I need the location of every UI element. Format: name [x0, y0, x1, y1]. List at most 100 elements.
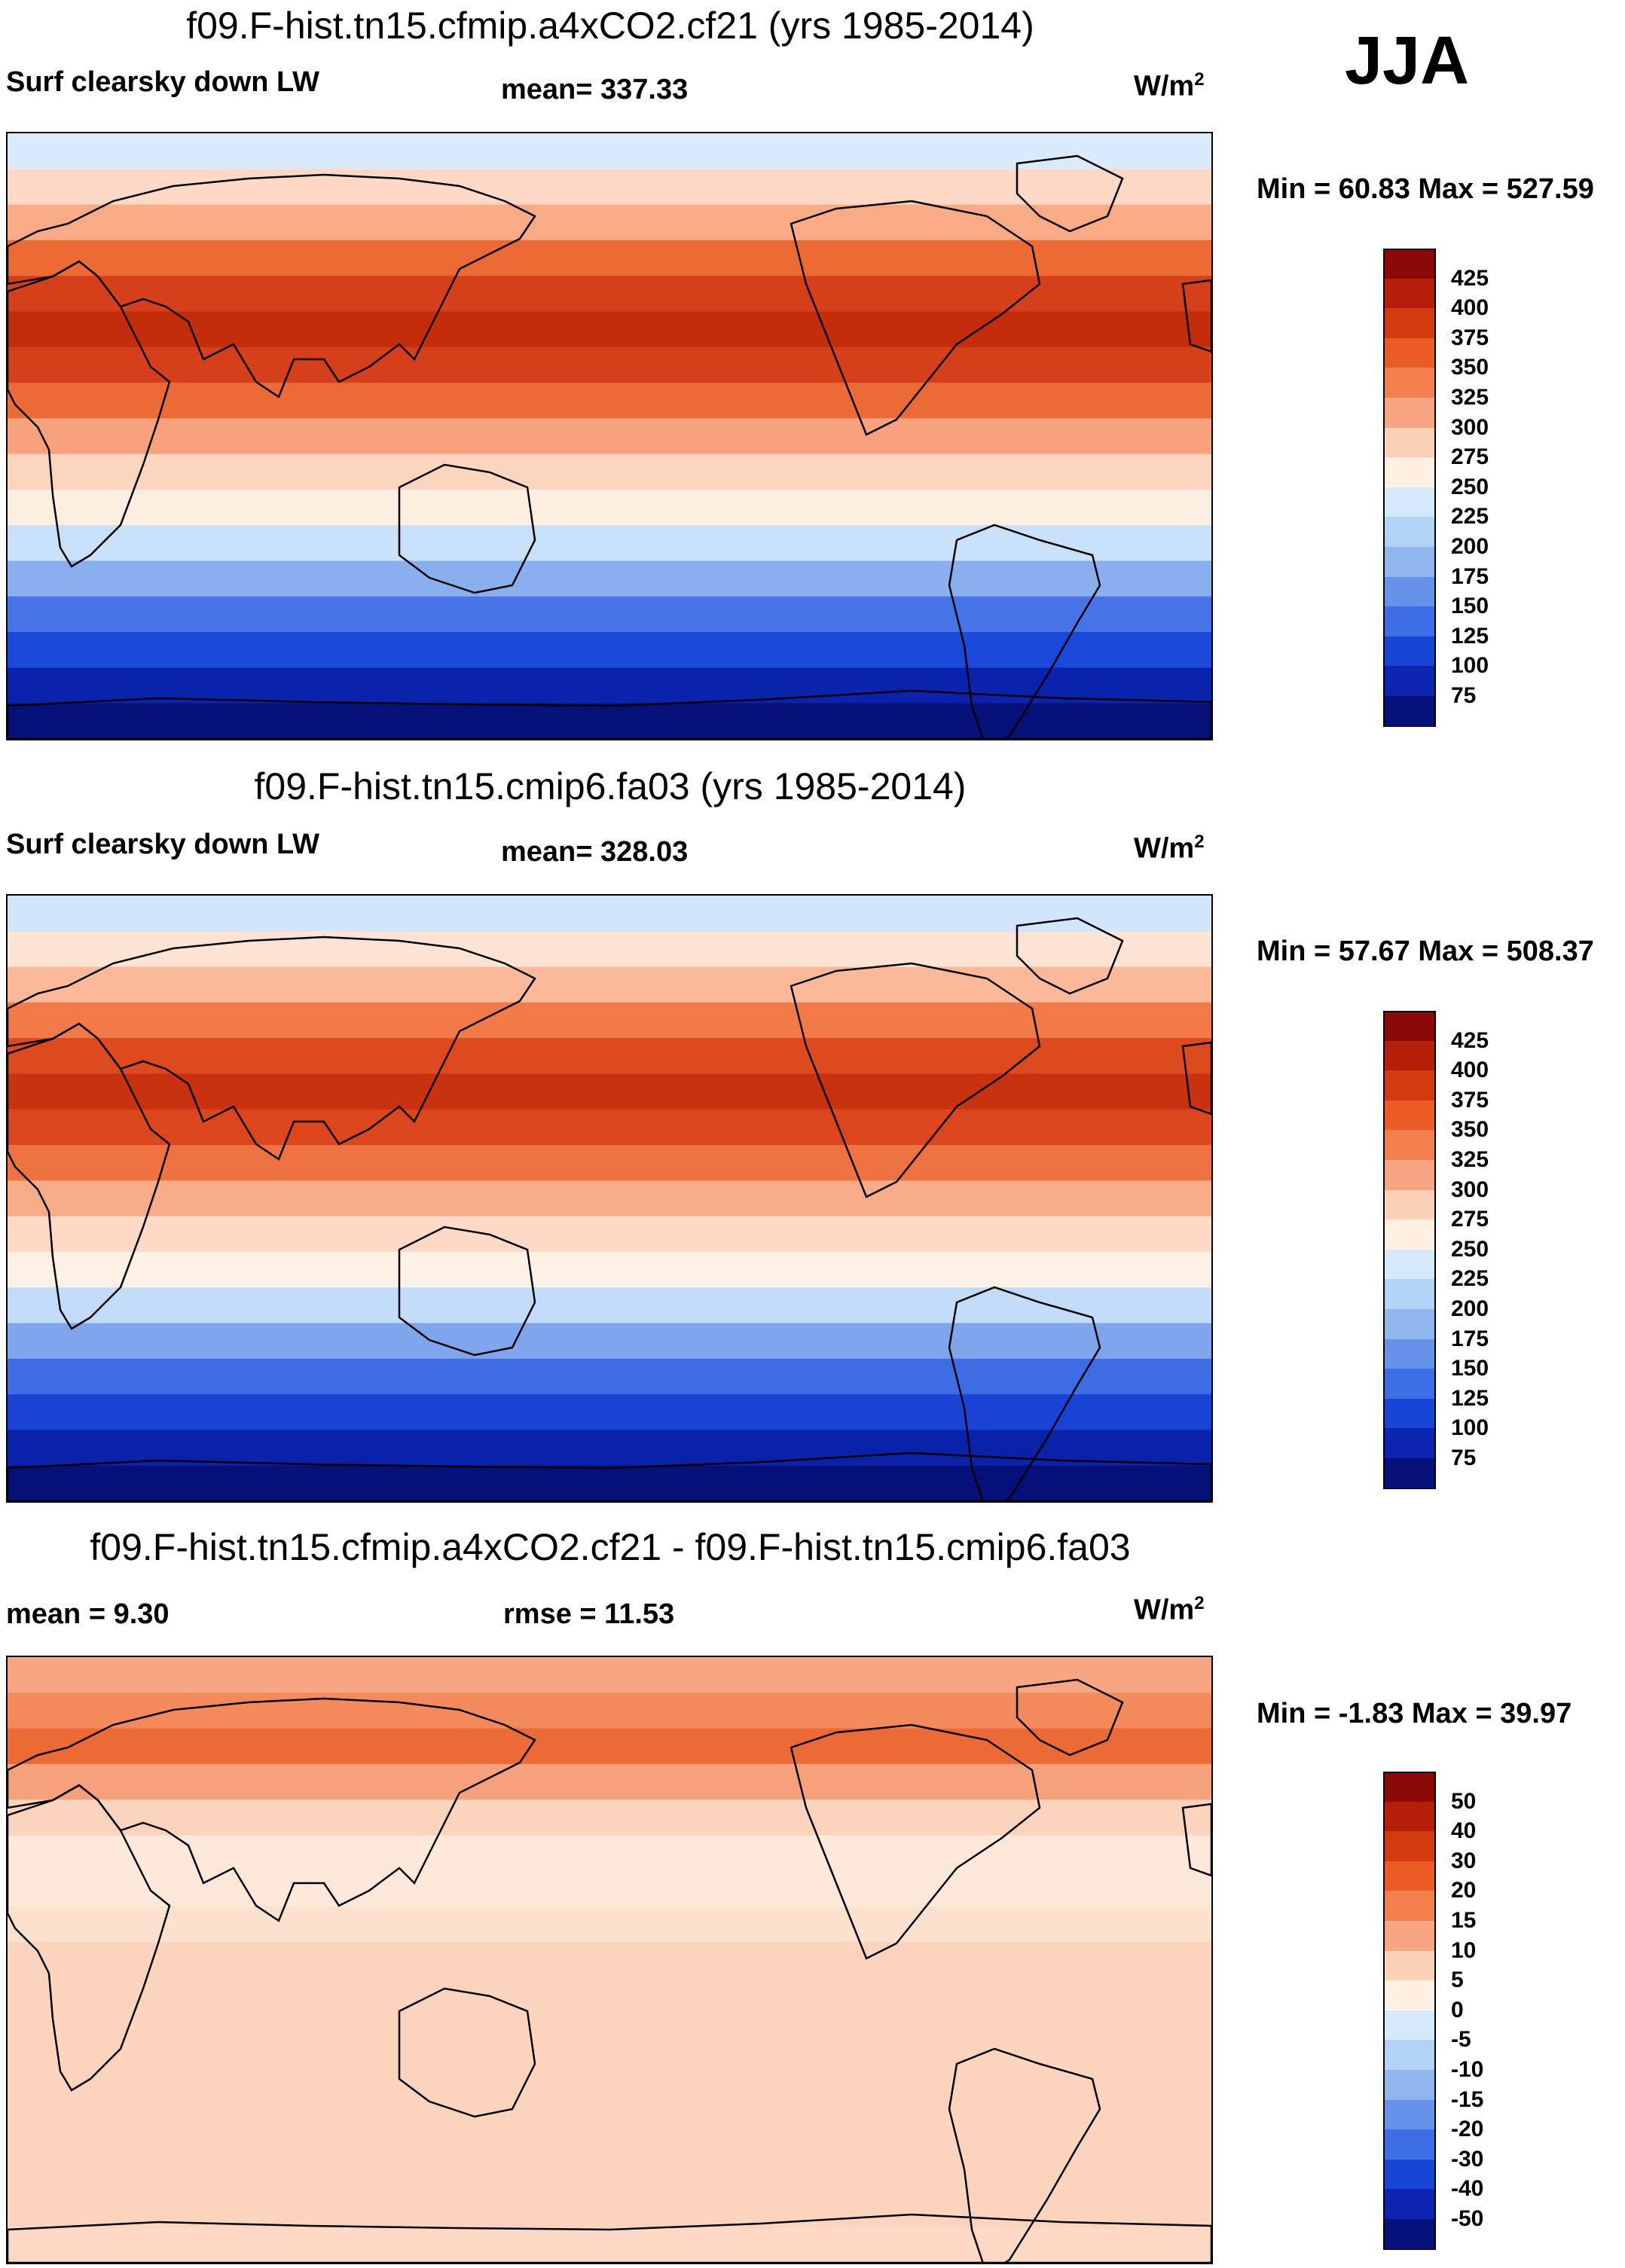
- latitude-band: [8, 632, 1211, 669]
- panel-2-variable-label: Surf clearsky down LW: [6, 829, 319, 860]
- colorbar-label: 40: [1451, 1818, 1477, 1844]
- latitude-band: [8, 2120, 1211, 2157]
- latitude-band: [8, 346, 1211, 384]
- colorbar-label: 10: [1451, 1937, 1477, 1963]
- panel-1-map: [6, 132, 1213, 740]
- colorbar-label: 125: [1451, 1385, 1489, 1411]
- latitude-band: [8, 667, 1211, 704]
- colorbar-label: 175: [1451, 1326, 1489, 1351]
- latitude-band: [8, 1870, 1211, 1908]
- map-canvas: [8, 896, 1211, 1501]
- colorbar-label: -10: [1451, 2057, 1484, 2082]
- latitude-band: [8, 418, 1211, 455]
- coastline-northamerica: [790, 1723, 1041, 1960]
- colorbar-label: 75: [1451, 1445, 1477, 1470]
- colorbar-label: 300: [1451, 414, 1489, 440]
- colorbar-swatch: [1383, 1772, 1436, 1802]
- colorbar-swatch: [1383, 2010, 1436, 2041]
- coastline-eurasia: [8, 936, 536, 1161]
- colorbar-swatch: [1383, 1249, 1436, 1281]
- colorbar-label: 100: [1451, 1415, 1489, 1441]
- latitude-band: [8, 169, 1211, 206]
- colorbar-label: 375: [1451, 325, 1489, 350]
- latitude-band: [8, 1657, 1211, 1694]
- colorbar-label: 75: [1451, 683, 1477, 708]
- latitude-band: [8, 2227, 1211, 2263]
- colorbar-swatch: [1383, 278, 1436, 310]
- colorbar-swatch: [1383, 576, 1436, 608]
- colorbar-swatch: [1383, 2159, 1436, 2190]
- coastline-europe_right: [1181, 1041, 1211, 1116]
- colorbar-swatch: [1383, 1279, 1436, 1310]
- units-base: W/m: [1134, 70, 1195, 102]
- latitude-band: [8, 1465, 1211, 1501]
- colorbar-swatch: [1383, 2070, 1436, 2101]
- latitude-band: [8, 2013, 1211, 2050]
- latitude-band: [8, 2191, 1211, 2228]
- latitude-band: [8, 1693, 1211, 1729]
- coastline-greenland: [1016, 154, 1124, 233]
- season-label: JJA: [1345, 23, 1470, 99]
- latitude-band: [8, 453, 1211, 490]
- coastline-antarctica: [8, 2213, 1211, 2263]
- latitude-band: [8, 383, 1211, 420]
- colorbar-swatch: [1383, 1831, 1436, 1862]
- colorbar-label: 275: [1451, 1207, 1489, 1232]
- colorbar-label: 400: [1451, 295, 1489, 321]
- colorbar-swatch: [1383, 1398, 1436, 1430]
- panel-3-minmax: Min = -1.83 Max = 39.97: [1257, 1698, 1572, 1729]
- coastline-southamerica: [948, 1286, 1101, 1501]
- coastline-eurasia: [8, 1697, 536, 1922]
- units-base: W/m: [1134, 832, 1195, 865]
- latitude-band: [8, 2156, 1211, 2193]
- latitude-band: [8, 1906, 1211, 1943]
- coastline-europe_right: [1181, 279, 1211, 353]
- colorbar-swatch: [1383, 2129, 1436, 2160]
- colorbar-swatch: [1383, 1950, 1436, 1982]
- colorbar-swatch: [1383, 337, 1436, 369]
- colorbar-label: -15: [1451, 2086, 1484, 2112]
- latitude-band: [8, 2049, 1211, 2086]
- panel-1-units: W/m2: [1134, 69, 1205, 103]
- colorbar-label: 325: [1451, 1147, 1489, 1172]
- colorbar-label: 50: [1451, 1788, 1477, 1814]
- coastline-greenland: [1016, 917, 1124, 995]
- colorbar-swatch: [1383, 666, 1436, 697]
- coastline-northamerica: [790, 962, 1041, 1198]
- colorbar-swatch: [1383, 427, 1436, 459]
- latitude-band: [8, 596, 1211, 633]
- colorbar-label: 250: [1451, 1236, 1489, 1262]
- latitude-band: [8, 1251, 1211, 1289]
- latitude-band: [8, 240, 1211, 277]
- colorbar-swatch: [1383, 2099, 1436, 2131]
- panel-3-map: [6, 1656, 1213, 2264]
- colorbar-label: 125: [1451, 623, 1489, 649]
- colorbar-swatch: [1383, 636, 1436, 667]
- colorbar-swatch: [1383, 1891, 1436, 1922]
- coastline-southamerica: [948, 2047, 1101, 2263]
- colorbar-label: 175: [1451, 563, 1489, 589]
- colorbar-label: 15: [1451, 1908, 1477, 1933]
- colorbar-swatch: [1383, 1040, 1436, 1072]
- latitude-band: [8, 931, 1211, 968]
- latitude-band: [8, 1145, 1211, 1182]
- colorbar-label: -50: [1451, 2206, 1484, 2231]
- colorbar-swatch: [1383, 1428, 1436, 1459]
- colorbar-swatch: [1383, 2219, 1436, 2250]
- latitude-band: [8, 560, 1211, 597]
- coastline-eurasia: [8, 173, 536, 398]
- colorbar-label: 5: [1451, 1967, 1464, 1993]
- latitude-band: [8, 1002, 1211, 1039]
- colorbar-swatch: [1383, 1369, 1436, 1400]
- coastline-northamerica: [790, 200, 1041, 436]
- coastline-australia: [398, 463, 536, 594]
- colorbar-swatch: [1383, 249, 1436, 279]
- units-exp: 2: [1194, 832, 1205, 852]
- colorbar-swatch: [1383, 1801, 1436, 1833]
- colorbar-label: 350: [1451, 355, 1489, 380]
- panel-2-minmax: Min = 57.67 Max = 508.37: [1257, 936, 1594, 967]
- colorbar-swatch: [1383, 2189, 1436, 2220]
- latitude-band: [8, 1430, 1211, 1467]
- colorbar-swatch: [1383, 457, 1436, 488]
- colorbar-label: -5: [1451, 2027, 1471, 2053]
